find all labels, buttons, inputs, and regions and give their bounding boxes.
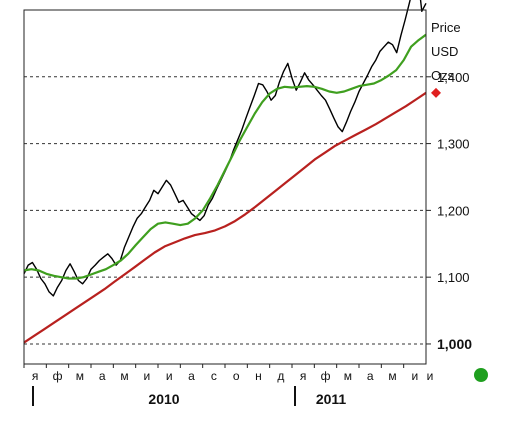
month-label: м — [388, 369, 396, 383]
plot-background — [24, 10, 426, 364]
y-tick-label: 1,100 — [437, 270, 470, 285]
month-label: ф — [321, 369, 331, 383]
year-label: 2011 — [316, 391, 347, 407]
month-label: м — [120, 369, 128, 383]
unit-label: Price USD Ozs — [431, 20, 461, 83]
month-label: я — [300, 369, 307, 383]
month-label: и — [427, 369, 434, 383]
month-label: м — [344, 369, 352, 383]
series-line-long-moving-average — [23, 91, 427, 344]
unit-label-line: USD — [431, 44, 458, 59]
month-label: м — [76, 369, 84, 383]
month-label: ф — [53, 369, 63, 383]
markers — [431, 87, 488, 382]
month-label: я — [32, 369, 39, 383]
y-tick-label: 1,300 — [437, 137, 470, 152]
status-dot — [474, 368, 488, 382]
month-label: о — [233, 369, 240, 383]
series-line-short-moving-average — [23, 33, 427, 280]
unit-label-line: Price — [431, 20, 461, 35]
series-layer — [23, 0, 427, 344]
y-tick-label: 1,000 — [437, 336, 472, 352]
month-label: а — [367, 369, 374, 383]
month-label: а — [188, 369, 195, 383]
year-label: 2010 — [148, 391, 179, 407]
month-label: и — [143, 369, 150, 383]
month-label: и — [166, 369, 173, 383]
unit-label-line: Ozs — [431, 68, 455, 83]
y-tick-label: 1,400 — [437, 70, 470, 85]
month-label: с — [211, 369, 217, 383]
month-label: д — [277, 369, 284, 383]
month-label: а — [99, 369, 106, 383]
grid-lines — [24, 76, 426, 345]
month-label: и — [411, 369, 418, 383]
price-marker-diamond — [431, 87, 441, 98]
month-label: н — [255, 369, 262, 383]
y-axis: 1,000 1,100 1,200 1,300 1,400 — [426, 70, 472, 352]
y-tick-label: 1,200 — [437, 203, 470, 218]
